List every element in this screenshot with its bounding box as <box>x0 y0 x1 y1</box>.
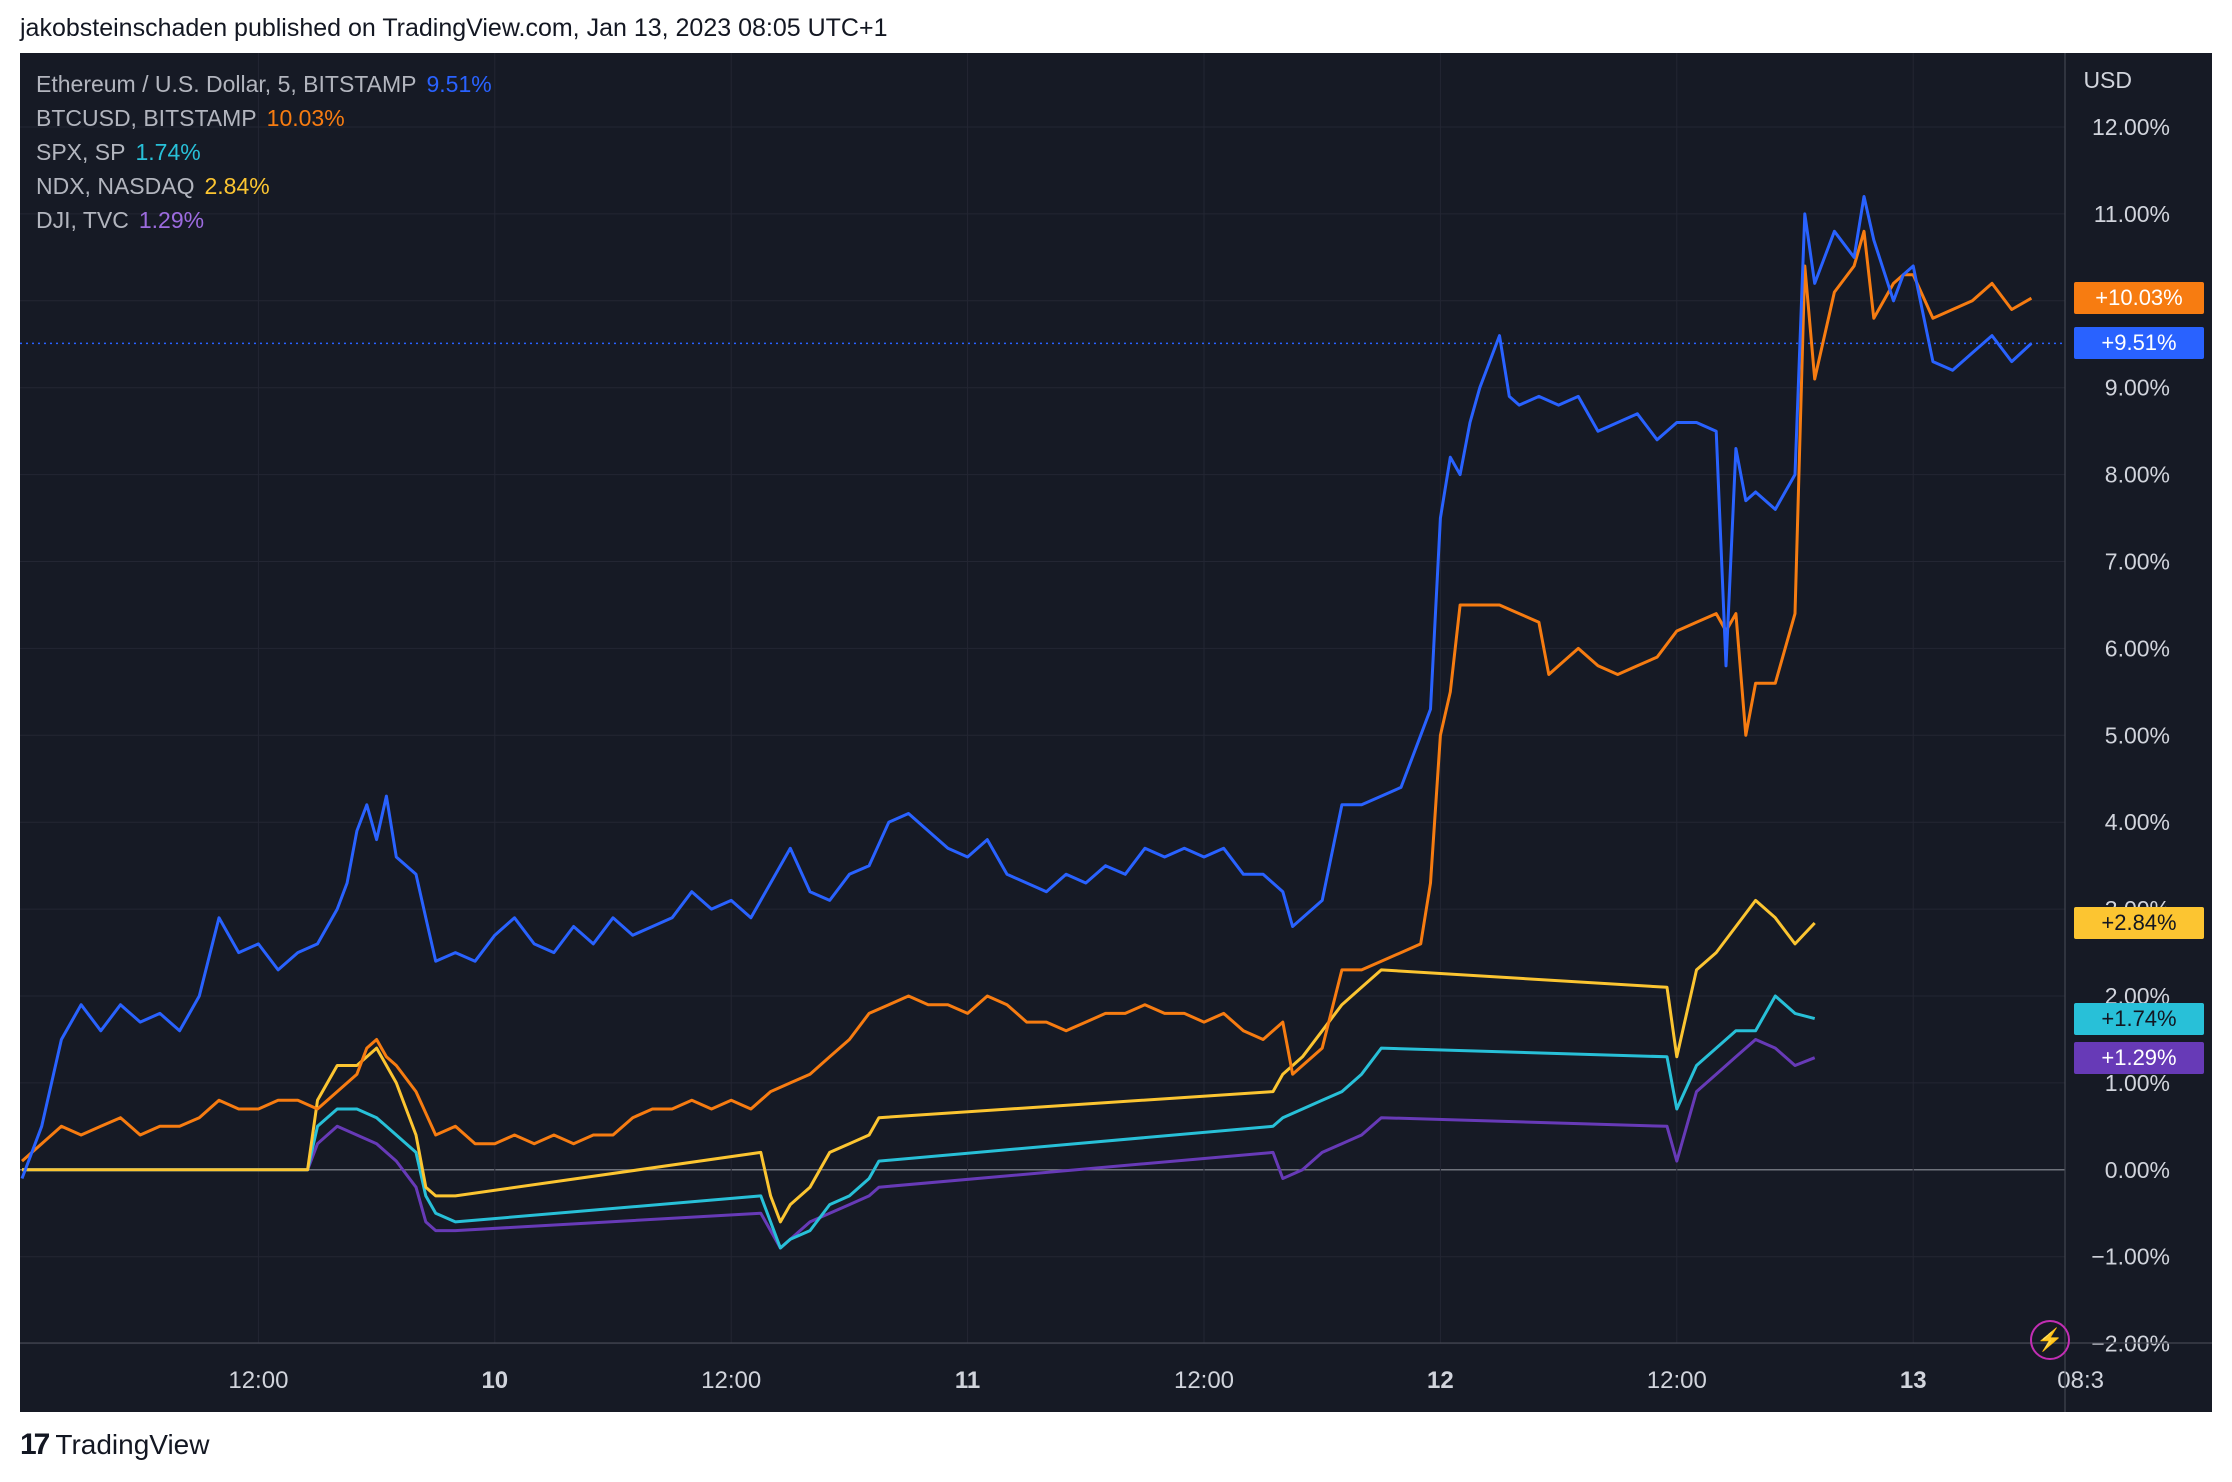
price-badge-btc: +10.03% <box>2074 282 2204 315</box>
series-line-ndx <box>22 898 1816 1224</box>
x-tick-label: 13 <box>1900 1367 1927 1394</box>
y-tick-label: 7.00% <box>2105 549 2170 575</box>
y-tick-label: −1.00% <box>2091 1244 2170 1270</box>
series-line-dji <box>22 1038 1816 1250</box>
price-badge-dji: +1.29% <box>2074 1041 2204 1074</box>
y-tick-label: 5.00% <box>2105 722 2170 748</box>
x-tick-label: 12:00 <box>701 1367 761 1394</box>
x-tick-label: 12:00 <box>1647 1367 1707 1394</box>
legend-eth[interactable]: Ethereum / U.S. Dollar, 5, BITSTAMP 9.51% <box>36 67 492 101</box>
x-tick-label: 11 <box>955 1367 980 1394</box>
legend-eth-name: Ethereum / U.S. Dollar, 5, BITSTAMP <box>36 71 417 97</box>
x-tick-label: 12:00 <box>1174 1367 1234 1394</box>
series-line-spx <box>22 994 1816 1250</box>
x-tick-label: 12:00 <box>228 1367 288 1394</box>
y-tick-label: 4.00% <box>2105 809 2170 835</box>
x-tick-label: 12 <box>1427 1367 1454 1394</box>
legend-spx-value: 1.74% <box>135 139 201 165</box>
legend-ndx[interactable]: NDX, NASDAQ 2.84% <box>36 169 492 203</box>
legend-spx[interactable]: SPX, SP 1.74% <box>36 135 492 169</box>
price-badge-spx: +1.74% <box>2074 1002 2204 1035</box>
y-tick-label: 12.00% <box>2092 114 2170 140</box>
publish-info: jakobsteinschaden published on TradingVi… <box>20 14 888 42</box>
tradingview-logo[interactable]: 17 TradingView <box>20 1428 209 1462</box>
legend: Ethereum / U.S. Dollar, 5, BITSTAMP 9.51%… <box>36 67 492 237</box>
series-line-btc <box>21 229 2033 1163</box>
y-tick-label: 6.00% <box>2105 635 2170 661</box>
tradingview-mark-icon: 17 <box>20 1428 50 1461</box>
chart-pane[interactable]: 12.00%11.00%10.00%9.00%8.00%7.00%6.00%5.… <box>20 53 2212 1412</box>
legend-btc-value: 10.03% <box>266 105 345 131</box>
y-tick-label: 9.00% <box>2105 375 2170 401</box>
y-tick-label: 11.00% <box>2094 201 2170 227</box>
legend-spx-name: SPX, SP <box>36 139 126 165</box>
y-tick-label: 0.00% <box>2105 1157 2170 1183</box>
tradingview-wordmark: TradingView <box>55 1429 210 1460</box>
x-tick-label: 10 <box>481 1367 508 1394</box>
legend-btc[interactable]: BTCUSD, BITSTAMP 10.03% <box>36 101 492 135</box>
chart-svg[interactable]: 12.00%11.00%10.00%9.00%8.00%7.00%6.00%5.… <box>20 53 2212 1412</box>
lightning-icon[interactable]: ⚡ <box>2030 1320 2070 1360</box>
legend-eth-value: 9.51% <box>426 71 492 97</box>
series-line-eth <box>20 195 2033 1180</box>
legend-ndx-name: NDX, NASDAQ <box>36 173 195 199</box>
legend-dji-name: DJI, TVC <box>36 207 129 233</box>
legend-dji[interactable]: DJI, TVC 1.29% <box>36 203 492 237</box>
price-badge-ndx: +2.84% <box>2074 907 2204 939</box>
y-tick-label: 8.00% <box>2105 462 2170 488</box>
legend-btc-name: BTCUSD, BITSTAMP <box>36 105 257 131</box>
price-badge-eth: +9.51% <box>2074 327 2204 360</box>
y-tick-label: 1.00% <box>2105 1070 2170 1096</box>
legend-dji-value: 1.29% <box>138 207 205 233</box>
legend-ndx-value: 2.84% <box>204 173 270 199</box>
x-tick-label: 08:3 <box>2057 1367 2104 1394</box>
currency-label: USD <box>2083 67 2132 93</box>
